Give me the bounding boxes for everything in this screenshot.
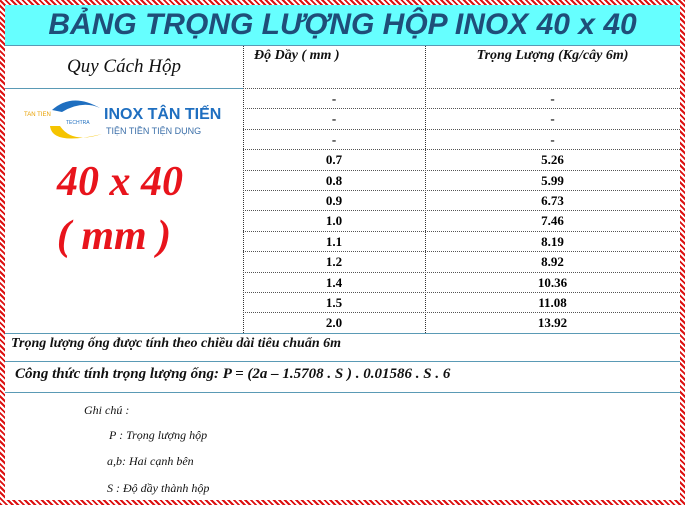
weight-cell: - (550, 91, 555, 106)
thickness-cell: 1.0 (325, 213, 343, 229)
thickness-cell: 1.2 (325, 254, 343, 270)
table-row: 1.2 8.92 (243, 251, 680, 271)
thickness-cell: - (331, 131, 337, 147)
header-spec: Quy Cách Hộp (67, 56, 181, 77)
legend-ab: a,b: Hai cạnh bên (107, 454, 194, 468)
table-row: 2.0 13.92 (243, 312, 680, 332)
table-row: 1.4 10.36 (243, 271, 680, 292)
table-row: -- (243, 108, 680, 128)
logo-text-small: TAN TIEN (24, 112, 51, 118)
thickness-cell: 0.9 (325, 193, 343, 208)
weight-cell: 10.36 (537, 274, 568, 290)
weight-cell: 6.73 (541, 193, 564, 208)
thickness-cell: 1.5 (325, 295, 343, 310)
table-row: -- (243, 128, 680, 149)
weight-cell: 11.08 (538, 295, 567, 310)
legend-s: S : Độ dầy thành hộp (107, 481, 210, 495)
formula: Công thức tính trọng lượng ống: P = (2a … (15, 366, 451, 382)
weight-cell: - (550, 131, 555, 147)
thickness-cell: 2.0 (325, 315, 343, 331)
header-thickness: Độ Dầy ( mm ) (254, 48, 340, 63)
size-line2: ( mm ) (56, 213, 172, 259)
header-weight: Trọng Lượng (Kg/cây 6m) (476, 48, 629, 63)
thickness-cell: 0.7 (325, 152, 343, 168)
thickness-cell: - (331, 111, 337, 127)
weight-cell: 5.99 (541, 172, 564, 188)
thickness-cell: 0.8 (325, 172, 343, 188)
table-row: 0.8 5.99 (243, 169, 680, 190)
weight-cell: 13.92 (537, 315, 568, 331)
page-title: BẢNG TRỌNG LƯỢNG HỘP INOX 40 x 40 (5, 5, 680, 46)
thickness-cell: 1.1 (325, 233, 343, 249)
weight-cell: 8.92 (541, 254, 564, 270)
logo-text-small: TECHTRA (66, 120, 90, 126)
weight-cell: 5.26 (541, 152, 564, 168)
size-line1: 40 x 40 (57, 159, 183, 205)
column-divider (425, 46, 426, 333)
divider (5, 88, 243, 89)
table-row: 0.9 6.73 (243, 190, 680, 210)
length-note: Trọng lượng ống được tính theo chiều dài… (11, 336, 342, 351)
logo-brand: INOX TÂN TIẾN (104, 106, 222, 123)
logo-swoosh-icon (50, 100, 102, 139)
thickness-cell: - (331, 91, 337, 106)
table-row: 1.0 7.46 (243, 210, 680, 230)
logo-tagline: TIỆN TIỀN TIỆN DỤNG (106, 126, 202, 136)
column-divider (243, 46, 244, 333)
table-row: -- (243, 88, 680, 108)
logo: TAN TIEN TECHTRA INOX TÂN TIẾN TIỆN TIỀN… (22, 96, 232, 146)
table-row: 1.1 8.19 (243, 230, 680, 251)
divider (5, 361, 680, 362)
thickness-cell: 1.4 (325, 274, 343, 290)
weight-cell: - (550, 111, 555, 127)
divider (5, 333, 680, 334)
weight-cell: 7.46 (541, 213, 564, 229)
legend-p: P : Trọng lượng hộp (109, 428, 208, 442)
table-row: 1.5 11.08 (243, 292, 680, 312)
table-row: 0.7 5.26 (243, 149, 680, 169)
legend-heading: Ghi chú : (84, 403, 130, 417)
weight-cell: 8.19 (541, 233, 564, 249)
divider (5, 392, 680, 393)
